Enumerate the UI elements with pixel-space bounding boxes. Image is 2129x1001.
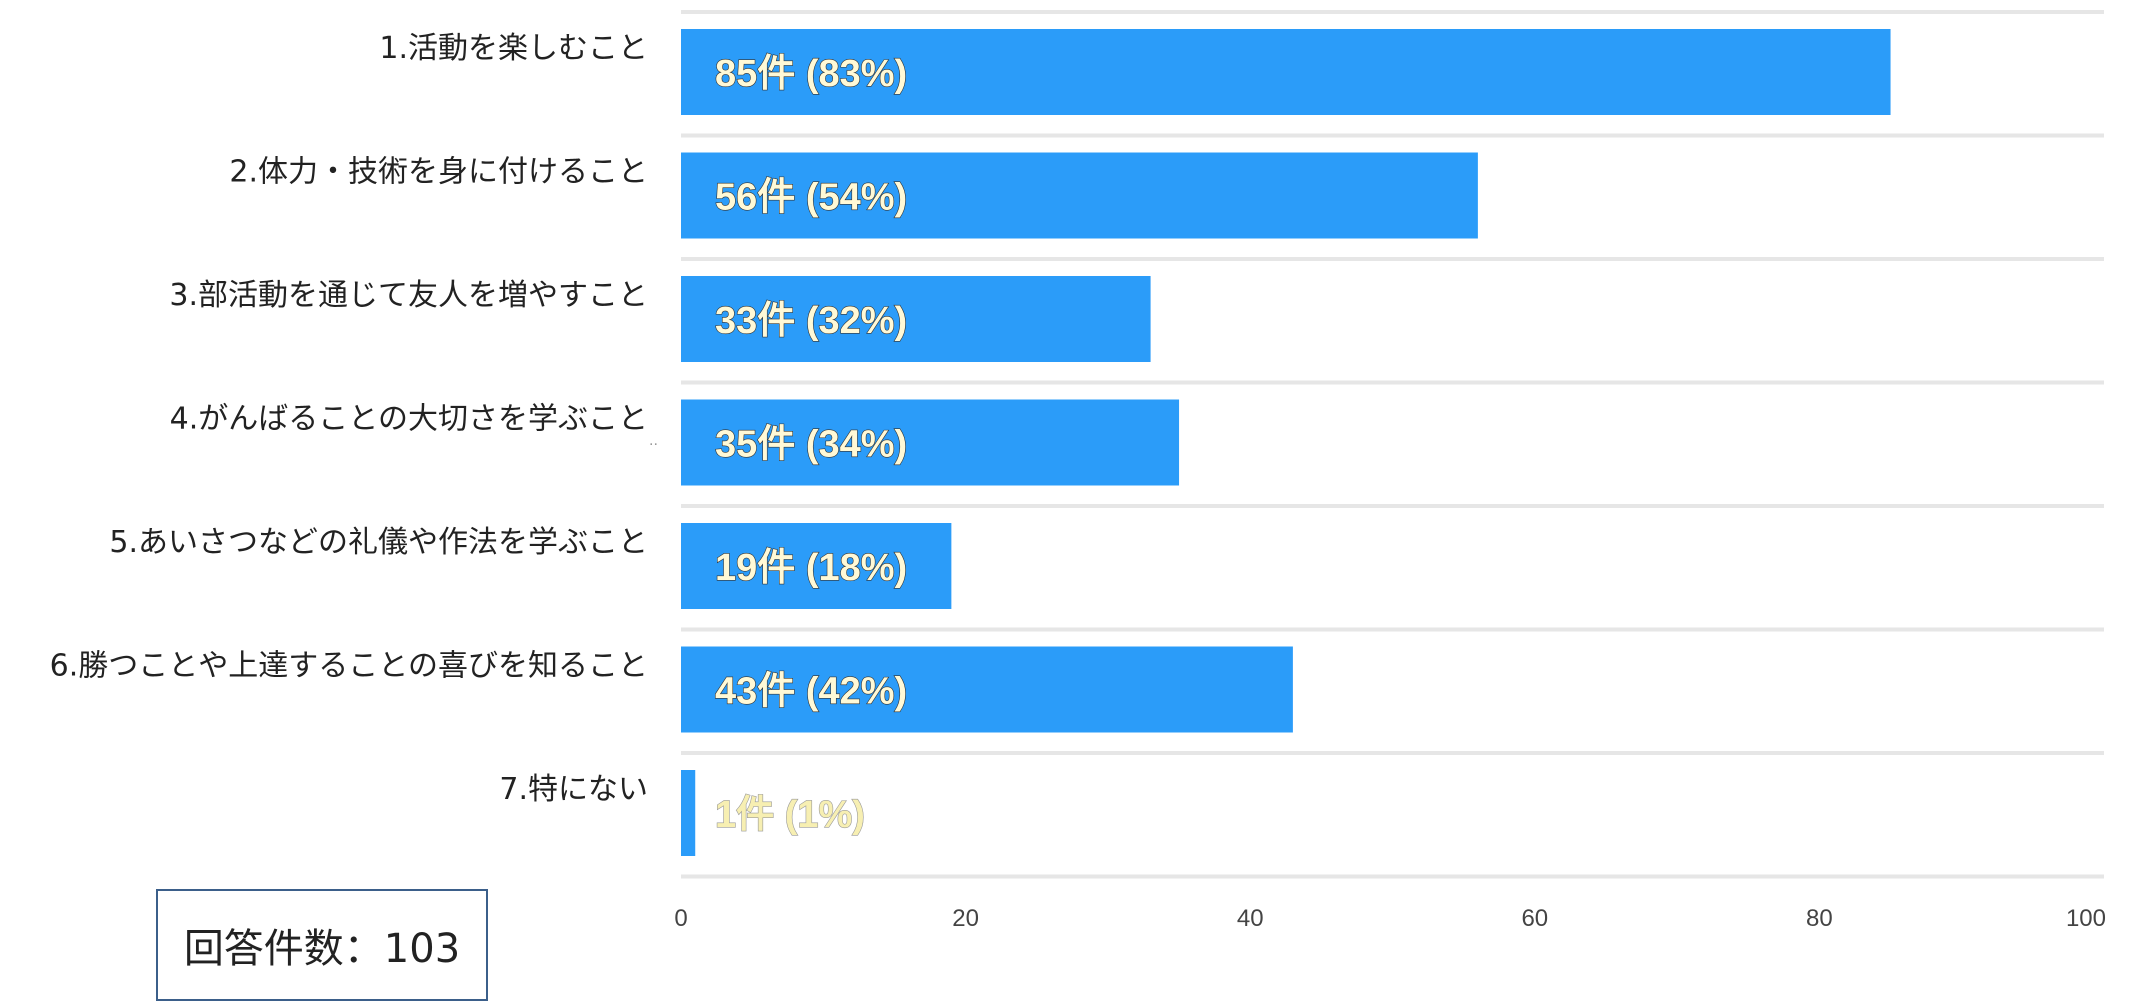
respondent-count-box: 回答件数：103	[156, 889, 488, 1001]
category-label-2: 2.体力・技術を身に付けること	[229, 155, 648, 190]
data-labels: 85件 (83%) 56件 (54%) 33件 (32%) 35件 (34%) 19件 …	[714, 52, 907, 836]
row-separator	[681, 874, 2104, 879]
x-axis-ticks: 0 20 40 60 80 100	[674, 905, 2106, 932]
row-separator	[681, 10, 2104, 14]
bar-4	[681, 399, 1180, 486]
bar-7	[681, 770, 696, 856]
data-label-6: 43件 (42%)	[715, 671, 907, 713]
data-label-4: 35件 (34%)	[715, 424, 907, 466]
data-label-3: 33件 (32%)	[715, 300, 907, 342]
row-separator	[681, 380, 2104, 385]
x-tick-label-100: 100	[2066, 905, 2106, 932]
category-label-1: 1.活動を楽しむこと	[379, 31, 648, 66]
bar-6	[681, 646, 1293, 733]
category-labels: 1.活動を楽しむこと 2.体力・技術を身に付けること 3.部活動を通じて友人を増やす…	[50, 31, 648, 807]
bars	[681, 29, 1891, 856]
category-label-6: 6.勝つことや上達することの喜びを知ること	[50, 649, 648, 684]
data-label-5: 19件 (18%)	[715, 547, 907, 589]
ellipsis-mark: ..	[649, 432, 658, 449]
category-label-5: 5.あいさつなどの礼儀や作法を学ぶこと	[109, 525, 648, 560]
bar-5	[681, 523, 952, 609]
category-label-7: 7.特にない	[499, 772, 648, 807]
respondent-count-text: 回答件数：103	[183, 926, 461, 972]
bar-2	[681, 152, 1478, 239]
bar-1	[681, 29, 1891, 115]
x-tick-label-80: 80	[1806, 905, 1833, 932]
category-label-4: 4.がんばることの大切さを学ぶこと	[170, 402, 648, 437]
x-tick-label-60: 60	[1521, 905, 1548, 932]
x-tick-label-20: 20	[952, 905, 979, 932]
row-separator	[681, 133, 2104, 138]
data-label-1: 85件 (83%)	[715, 53, 907, 95]
bar-3	[681, 276, 1151, 362]
x-tick-label-40: 40	[1237, 905, 1264, 932]
grid-lines	[681, 10, 2104, 879]
data-label-7: 1件 (1%)	[715, 794, 865, 836]
data-label-2: 56件 (54%)	[715, 177, 907, 219]
row-separator	[681, 257, 2104, 261]
row-separator	[681, 504, 2104, 508]
x-tick-label-0: 0	[674, 905, 687, 932]
row-separator	[681, 751, 2104, 755]
category-label-3: 3.部活動を通じて友人を増やすこと	[169, 278, 648, 313]
row-separator	[681, 627, 2104, 632]
